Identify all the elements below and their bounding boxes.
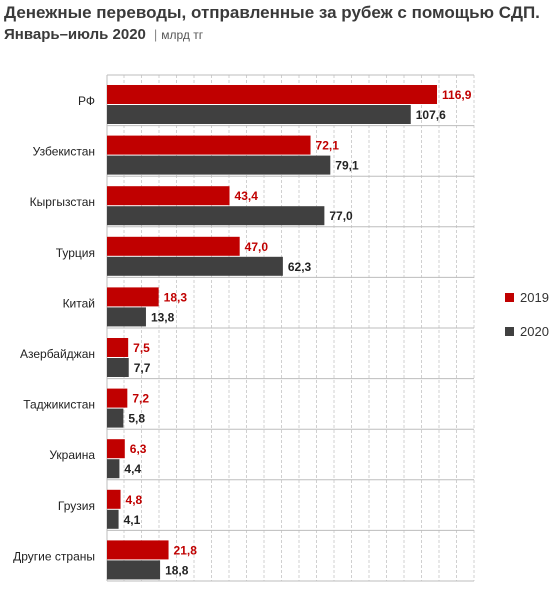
legend-swatch-2020	[505, 327, 514, 336]
bar-2020	[107, 206, 325, 226]
bar-2020	[107, 459, 120, 479]
bar-2019	[107, 489, 121, 509]
bar-2019	[107, 236, 240, 256]
chart-title: Денежные переводы, отправленные за рубеж…	[4, 3, 540, 22]
bar-2019	[107, 186, 230, 206]
bar-2019	[107, 439, 125, 459]
bar-chart: РФ 116,9 107,6 Узбекистан 72,1 79,1 Кыргызстан…	[13, 74, 549, 582]
data-label-2019: 116,9	[442, 88, 472, 102]
bar-2020	[107, 256, 283, 276]
data-label-2020: 79,1	[335, 159, 359, 173]
legend-swatch-2019	[505, 293, 514, 302]
category-label: Узбекистан	[33, 145, 95, 159]
bar-2020	[107, 358, 129, 377]
category-label: Грузия	[58, 499, 95, 513]
data-label-2020: 7,7	[134, 361, 151, 375]
category-label: Украина	[49, 448, 95, 462]
data-label-2019: 18,3	[164, 290, 188, 304]
bar-2020	[107, 155, 331, 175]
category-label: Китай	[63, 296, 95, 310]
separator: |	[153, 27, 158, 42]
category-label: Турция	[56, 246, 95, 260]
data-label-2020: 4,4	[124, 462, 141, 476]
data-label-2020: 62,3	[288, 260, 312, 274]
data-label-2019: 72,1	[316, 139, 340, 153]
data-label-2019: 7,5	[133, 341, 150, 355]
unit-label: млрд тг	[161, 28, 204, 42]
bar-2019	[107, 135, 311, 155]
bar-2019	[107, 287, 159, 307]
bar-2019	[107, 388, 128, 408]
category-label: Другие страны	[13, 549, 95, 563]
bar-2020	[107, 105, 411, 124]
data-label-2019: 7,2	[132, 392, 149, 406]
category-label: Азербайджан	[20, 347, 95, 361]
data-label-2020: 107,6	[416, 108, 446, 122]
bar-2020	[107, 307, 146, 327]
category-label: Кыргызстан	[30, 195, 95, 209]
data-label-2019: 6,3	[130, 442, 147, 456]
bar-2020	[107, 560, 161, 580]
legend-label-2020: 2020	[520, 324, 549, 339]
data-label-2020: 13,8	[151, 310, 175, 324]
chart-subtitle: Январь–июль 2020	[4, 26, 146, 43]
bar-2020	[107, 408, 124, 428]
bar-2020	[107, 509, 119, 529]
data-label-2020: 5,8	[128, 412, 145, 426]
title-block: Денежные переводы, отправленные за рубеж…	[4, 2, 556, 46]
data-label-2019: 47,0	[245, 240, 269, 254]
data-label-2019: 4,8	[126, 493, 143, 507]
subtitle-row: Январь–июль 2020 | млрд тг	[4, 24, 556, 46]
legend-label-2019: 2019	[520, 290, 549, 305]
bar-2019	[107, 85, 438, 104]
data-label-2020: 18,8	[165, 563, 189, 577]
data-label-2019: 43,4	[235, 189, 259, 203]
bar-2019	[107, 338, 129, 357]
data-label-2020: 4,1	[124, 513, 141, 527]
category-label: Таджикистан	[23, 398, 95, 412]
category-label: РФ	[78, 94, 95, 108]
bar-2019	[107, 540, 169, 560]
data-label-2019: 21,8	[174, 543, 198, 557]
data-label-2020: 77,0	[329, 209, 353, 223]
